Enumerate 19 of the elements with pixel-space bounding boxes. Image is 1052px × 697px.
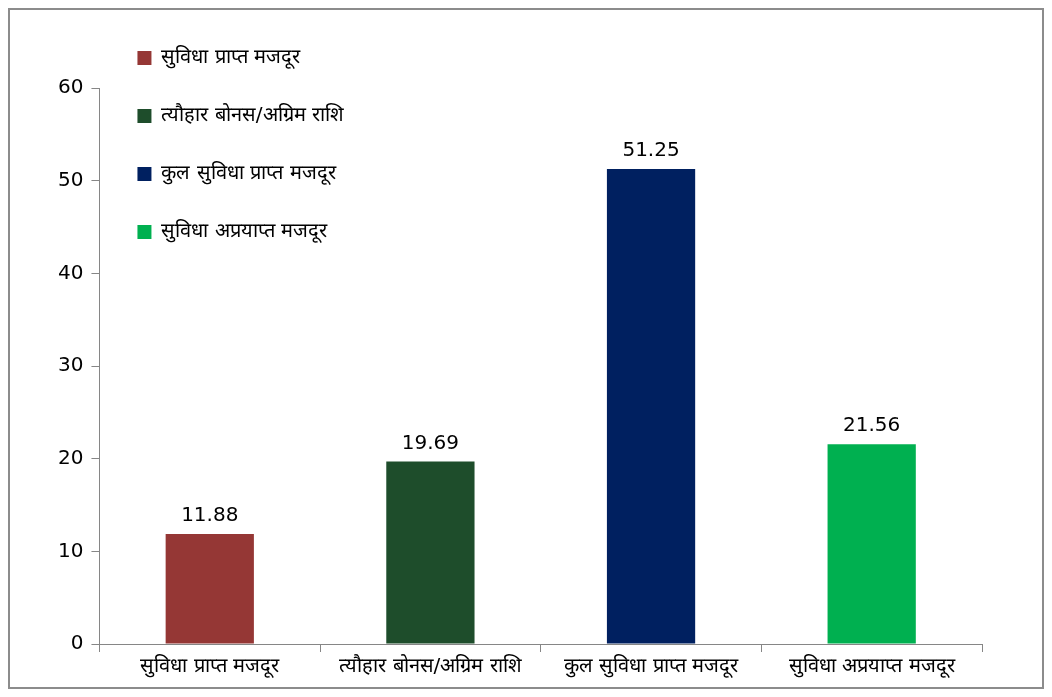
data-label: 19.69 — [401, 429, 460, 454]
x-tick-label: सुविधा अप्रयाप्त मजदूर — [788, 653, 956, 679]
data-label: 51.25 — [622, 137, 680, 162]
data-label: 21.56 — [843, 412, 901, 437]
x-tick-label: सुविधा प्राप्त मजदूर — [140, 653, 281, 679]
y-tick-label: 40 — [58, 259, 84, 284]
y-tick-label: 10 — [58, 537, 84, 562]
legend-label: कुल सुविधा प्राप्त मजदूर — [161, 160, 337, 186]
legend-label: सुविधा अप्रयाप्त मजदूर — [161, 218, 329, 244]
legend-label: सुविधा प्राप्त मजदूर — [161, 44, 302, 70]
y-tick-label: 20 — [58, 444, 84, 469]
legend-label: त्यौहार बोनस/अग्रिम राशि — [161, 102, 344, 127]
y-tick-label: 60 — [58, 74, 84, 99]
y-tick-label: 50 — [58, 166, 84, 191]
data-label: 11.88 — [181, 502, 239, 527]
y-tick-label: 0 — [70, 630, 84, 655]
x-tick-label: त्यौहार बोनस/अग्रिम राशि — [339, 653, 522, 678]
x-tick-label: कुल सुविधा प्राप्त मजदूर — [564, 653, 740, 679]
y-tick-label: 30 — [58, 352, 84, 377]
